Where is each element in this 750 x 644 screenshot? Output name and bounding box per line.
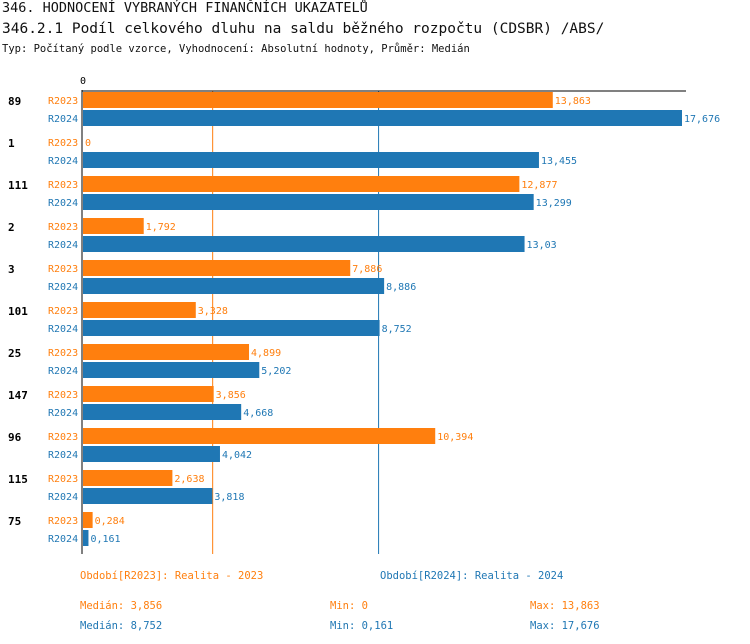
data-label: 8,886 bbox=[386, 282, 416, 293]
category-label: 2 bbox=[8, 221, 15, 234]
series-label: R2023 bbox=[48, 222, 78, 233]
bar-r2023 bbox=[83, 386, 214, 402]
data-label: 5,202 bbox=[261, 366, 291, 377]
series-label: R2024 bbox=[48, 198, 78, 209]
series-label: R2023 bbox=[48, 516, 78, 527]
series-label: R2024 bbox=[48, 282, 78, 293]
bar-r2024 bbox=[83, 278, 385, 294]
bar-r2024 bbox=[83, 320, 380, 336]
data-label: 3,856 bbox=[216, 390, 246, 401]
data-label: 13,299 bbox=[536, 198, 572, 209]
bar-r2023 bbox=[83, 428, 436, 444]
median-r2024: Medián: 8,752 bbox=[80, 620, 163, 632]
series-label: R2024 bbox=[48, 156, 78, 167]
data-label: 13,863 bbox=[555, 96, 591, 107]
category-label: 115 bbox=[8, 473, 28, 486]
bar-r2023 bbox=[83, 260, 351, 276]
series-label: R2023 bbox=[48, 180, 78, 191]
category-label: 75 bbox=[8, 515, 21, 528]
chart-info: Typ: Počítaný podle vzorce, Vyhodnocení:… bbox=[2, 43, 470, 55]
bar-r2023 bbox=[83, 470, 173, 486]
bar-r2024 bbox=[83, 236, 525, 252]
bar-r2023 bbox=[83, 92, 553, 108]
series-label: R2023 bbox=[48, 138, 78, 149]
bar-r2024 bbox=[83, 488, 213, 504]
data-label: 12,877 bbox=[521, 180, 557, 191]
bar-r2024 bbox=[83, 530, 89, 546]
series-label: R2024 bbox=[48, 492, 78, 503]
series-label: R2023 bbox=[48, 348, 78, 359]
max-r2024: Max: 17,676 bbox=[530, 620, 600, 632]
data-label: 2,638 bbox=[174, 474, 204, 485]
data-label: 8,752 bbox=[382, 324, 412, 335]
data-label: 7,886 bbox=[352, 264, 382, 275]
category-label: 3 bbox=[8, 263, 15, 276]
series-label: R2023 bbox=[48, 474, 78, 485]
data-label: 0 bbox=[85, 138, 91, 149]
bar-r2024 bbox=[83, 404, 242, 420]
data-label: 3,818 bbox=[214, 492, 244, 503]
data-label: 17,676 bbox=[684, 114, 720, 125]
series-label: R2024 bbox=[48, 450, 78, 461]
bar-r2024 bbox=[83, 446, 220, 462]
bar-r2024 bbox=[83, 194, 534, 210]
series-label: R2024 bbox=[48, 534, 78, 545]
category-label: 147 bbox=[8, 389, 28, 402]
data-label: 4,668 bbox=[243, 408, 273, 419]
median-r2023: Medián: 3,856 bbox=[80, 600, 163, 612]
data-label: 1,792 bbox=[146, 222, 176, 233]
category-label: 25 bbox=[8, 347, 21, 360]
legend-r2024: Období[R2024]: Realita - 2024 bbox=[380, 570, 564, 582]
bar-r2023 bbox=[83, 344, 250, 360]
bar-r2023 bbox=[83, 512, 93, 528]
series-label: R2024 bbox=[48, 324, 78, 335]
min-r2024: Min: 0,161 bbox=[330, 620, 394, 632]
series-label: R2023 bbox=[48, 264, 78, 275]
series-label: R2023 bbox=[48, 96, 78, 107]
data-label: 4,899 bbox=[251, 348, 281, 359]
data-label: 0,161 bbox=[90, 534, 120, 545]
page-title: 346. HODNOCENÍ VYBRANÝCH FINANČNÍCH UKAZ… bbox=[2, 0, 368, 16]
data-label: 4,042 bbox=[222, 450, 252, 461]
bar-r2023 bbox=[83, 302, 196, 318]
category-label: 111 bbox=[8, 179, 28, 192]
legend-r2023: Období[R2023]: Realita - 2023 bbox=[80, 570, 264, 582]
data-label: 3,328 bbox=[198, 306, 228, 317]
category-label: 96 bbox=[8, 431, 22, 444]
bar-r2023 bbox=[83, 176, 520, 192]
bar-r2024 bbox=[83, 152, 539, 168]
category-label: 1 bbox=[8, 137, 15, 150]
data-label: 0,284 bbox=[95, 516, 125, 527]
min-r2023: Min: 0 bbox=[330, 600, 368, 612]
series-label: R2024 bbox=[48, 408, 78, 419]
category-label: 101 bbox=[8, 305, 28, 318]
data-label: 13,03 bbox=[527, 240, 557, 251]
bar-r2024 bbox=[83, 362, 260, 378]
series-label: R2024 bbox=[48, 366, 78, 377]
axis-zero-label: 0 bbox=[80, 76, 86, 87]
data-label: 13,455 bbox=[541, 156, 577, 167]
category-label: 89 bbox=[8, 95, 21, 108]
bar-r2023 bbox=[83, 218, 144, 234]
series-label: R2023 bbox=[48, 306, 78, 317]
series-label: R2024 bbox=[48, 114, 78, 125]
bar-r2024 bbox=[83, 110, 682, 126]
series-label: R2024 bbox=[48, 240, 78, 251]
chart-subtitle: 346.2.1 Podíl celkového dluhu na saldu b… bbox=[2, 21, 605, 37]
series-label: R2023 bbox=[48, 432, 78, 443]
data-label: 10,394 bbox=[437, 432, 473, 443]
max-r2023: Max: 13,863 bbox=[530, 600, 600, 612]
series-label: R2023 bbox=[48, 390, 78, 401]
